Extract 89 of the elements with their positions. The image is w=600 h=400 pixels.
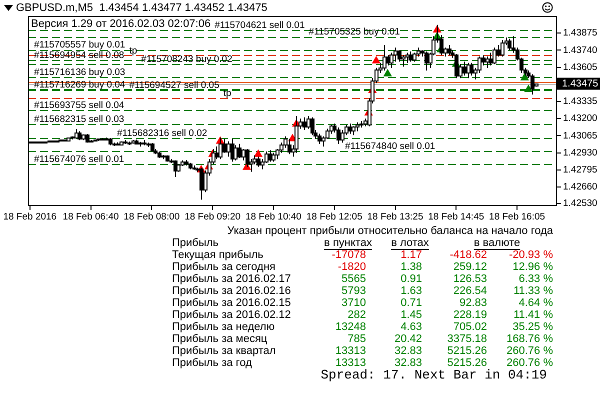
text: Прибыль за месяц xyxy=(172,333,268,346)
x-tick-label: 18 Feb 10:40 xyxy=(245,211,302,222)
text: 260.76 % xyxy=(506,345,554,358)
text: Прибыль за 2016.02.15 xyxy=(172,297,291,310)
text: 1.45 xyxy=(400,309,422,322)
ref-line-label: #115716136 buy 0.03 xyxy=(34,66,126,78)
y-tick-label: 1.42660 xyxy=(563,182,598,193)
x-tick-label: 18 Feb 14:45 xyxy=(428,211,484,222)
text: 259.12 xyxy=(453,261,487,274)
x-tick-label: 18 Feb 08:00 xyxy=(124,211,180,222)
text: 5215.26 xyxy=(447,345,487,358)
text: 11.33 % xyxy=(513,285,554,298)
text: 3710 xyxy=(342,297,366,310)
x-tick-label: 18 Feb 13:25 xyxy=(367,211,424,222)
y-tick-label: 1.43065 xyxy=(563,130,598,142)
text: 13248 xyxy=(335,321,366,334)
text: 4.64 % xyxy=(518,297,554,310)
text: 282 xyxy=(348,309,366,322)
text: 1.38 xyxy=(400,261,422,274)
text: 5565 xyxy=(342,273,366,286)
text: 785 xyxy=(348,333,366,346)
text: 92.83 xyxy=(459,297,487,310)
text: Текущая прибыль xyxy=(172,249,264,262)
text: Указан процент прибыли относительно баланса на начало года xyxy=(227,225,554,238)
ref-line-label: 1.43475 xyxy=(562,78,599,90)
y-tick-label: 1.43875 xyxy=(563,28,598,39)
y-tick-label: 1.42795 xyxy=(563,164,598,176)
text: 126.53 xyxy=(453,273,487,286)
y-tick-label: 1.43335 xyxy=(563,96,598,108)
text: 12.96 % xyxy=(512,261,554,274)
x-tick-label: 18 Feb 06:40 xyxy=(62,211,119,222)
text: в пунктах xyxy=(324,237,372,250)
text: 32.83 xyxy=(394,357,422,370)
y-tick-label: 1.43200 xyxy=(563,113,598,124)
y-tick-label: 1.43605 xyxy=(563,62,598,73)
text: 1.63 xyxy=(400,285,422,298)
text: Прибыль за 2016.02.16 xyxy=(172,285,291,298)
x-tick-label: 18 Feb 2016 xyxy=(3,211,57,222)
chart-title: GBPUSD.m,M5 1.43454 1.43477 1.43452 1.43475 xyxy=(16,2,268,14)
text: 35.25 % xyxy=(512,321,554,334)
ref-line-label: #115705557 buy 0.01 xyxy=(34,40,126,51)
text: 11.41 % xyxy=(513,309,554,322)
y-tick-label: 1.42530 xyxy=(563,198,598,210)
text: Spread: 17. Next Bar in 04:19 xyxy=(320,367,547,382)
text: 228.19 xyxy=(453,309,487,322)
ref-line-label: #115674076 sell 0.01 xyxy=(34,154,124,165)
text: 705.02 xyxy=(453,321,487,334)
ref-line-label: #115693755 sell 0.04 xyxy=(34,100,124,111)
ref-line-label: #115694527 sell 0.05 xyxy=(129,80,220,91)
text: в лотах xyxy=(391,237,430,250)
text: в валюте xyxy=(474,237,520,250)
text: 5793 xyxy=(342,285,366,298)
ref-line-label: #115674840 sell 0.01 xyxy=(345,140,436,152)
text: Прибыль xyxy=(172,237,219,250)
text: Прибыль за квартал xyxy=(172,345,276,358)
text: 20.42 xyxy=(394,333,422,346)
text: 1.17 xyxy=(400,249,422,262)
x-tick-label: 18 Feb 16:05 xyxy=(489,211,546,222)
ref-line-label: tp xyxy=(129,45,138,56)
text: Прибыль за год xyxy=(172,357,252,370)
text: 0.91 xyxy=(400,273,422,286)
text: 260.76 % xyxy=(506,357,554,370)
text: 5215.26 xyxy=(447,357,487,370)
text: -418.62 xyxy=(450,249,487,262)
text: 32.83 xyxy=(394,345,422,358)
text: Прибыль за 2016.02.12 xyxy=(172,309,291,322)
text: 3375.18 xyxy=(447,333,487,346)
text: -17078 xyxy=(332,249,366,262)
text: 13313 xyxy=(335,357,366,370)
y-tick-label: 1.43740 xyxy=(563,44,598,56)
x-tick-label: 18 Feb 12:05 xyxy=(306,211,362,222)
ref-line-label: tp xyxy=(223,88,232,99)
x-tick-label: 18 Feb 09:20 xyxy=(184,211,241,222)
annotation: Версия 1.29 от 2016.02.03 02:07:06 xyxy=(31,18,211,30)
text: 4.63 xyxy=(400,321,422,334)
text: 13313 xyxy=(335,345,366,358)
text: -1820 xyxy=(338,261,366,274)
text: Прибыль за сегодня xyxy=(172,261,276,274)
text: 226.54 xyxy=(453,285,487,298)
text: Прибыль за неделю xyxy=(172,321,275,334)
ref-line-label: #115682316 sell 0.02 xyxy=(117,128,208,140)
text: Прибыль за 2016.02.17 xyxy=(172,273,291,286)
text: 0.71 xyxy=(400,297,422,310)
y-tick-label: 1.42930 xyxy=(563,147,598,158)
text: 168.76 % xyxy=(506,333,554,346)
ref-line-label: #115704621 sell 0.01 xyxy=(214,20,305,32)
text: -20.93 % xyxy=(508,249,554,262)
ref-line-label: #115682315 sell 0.03 xyxy=(34,114,124,126)
text: 6.33 % xyxy=(518,273,554,286)
